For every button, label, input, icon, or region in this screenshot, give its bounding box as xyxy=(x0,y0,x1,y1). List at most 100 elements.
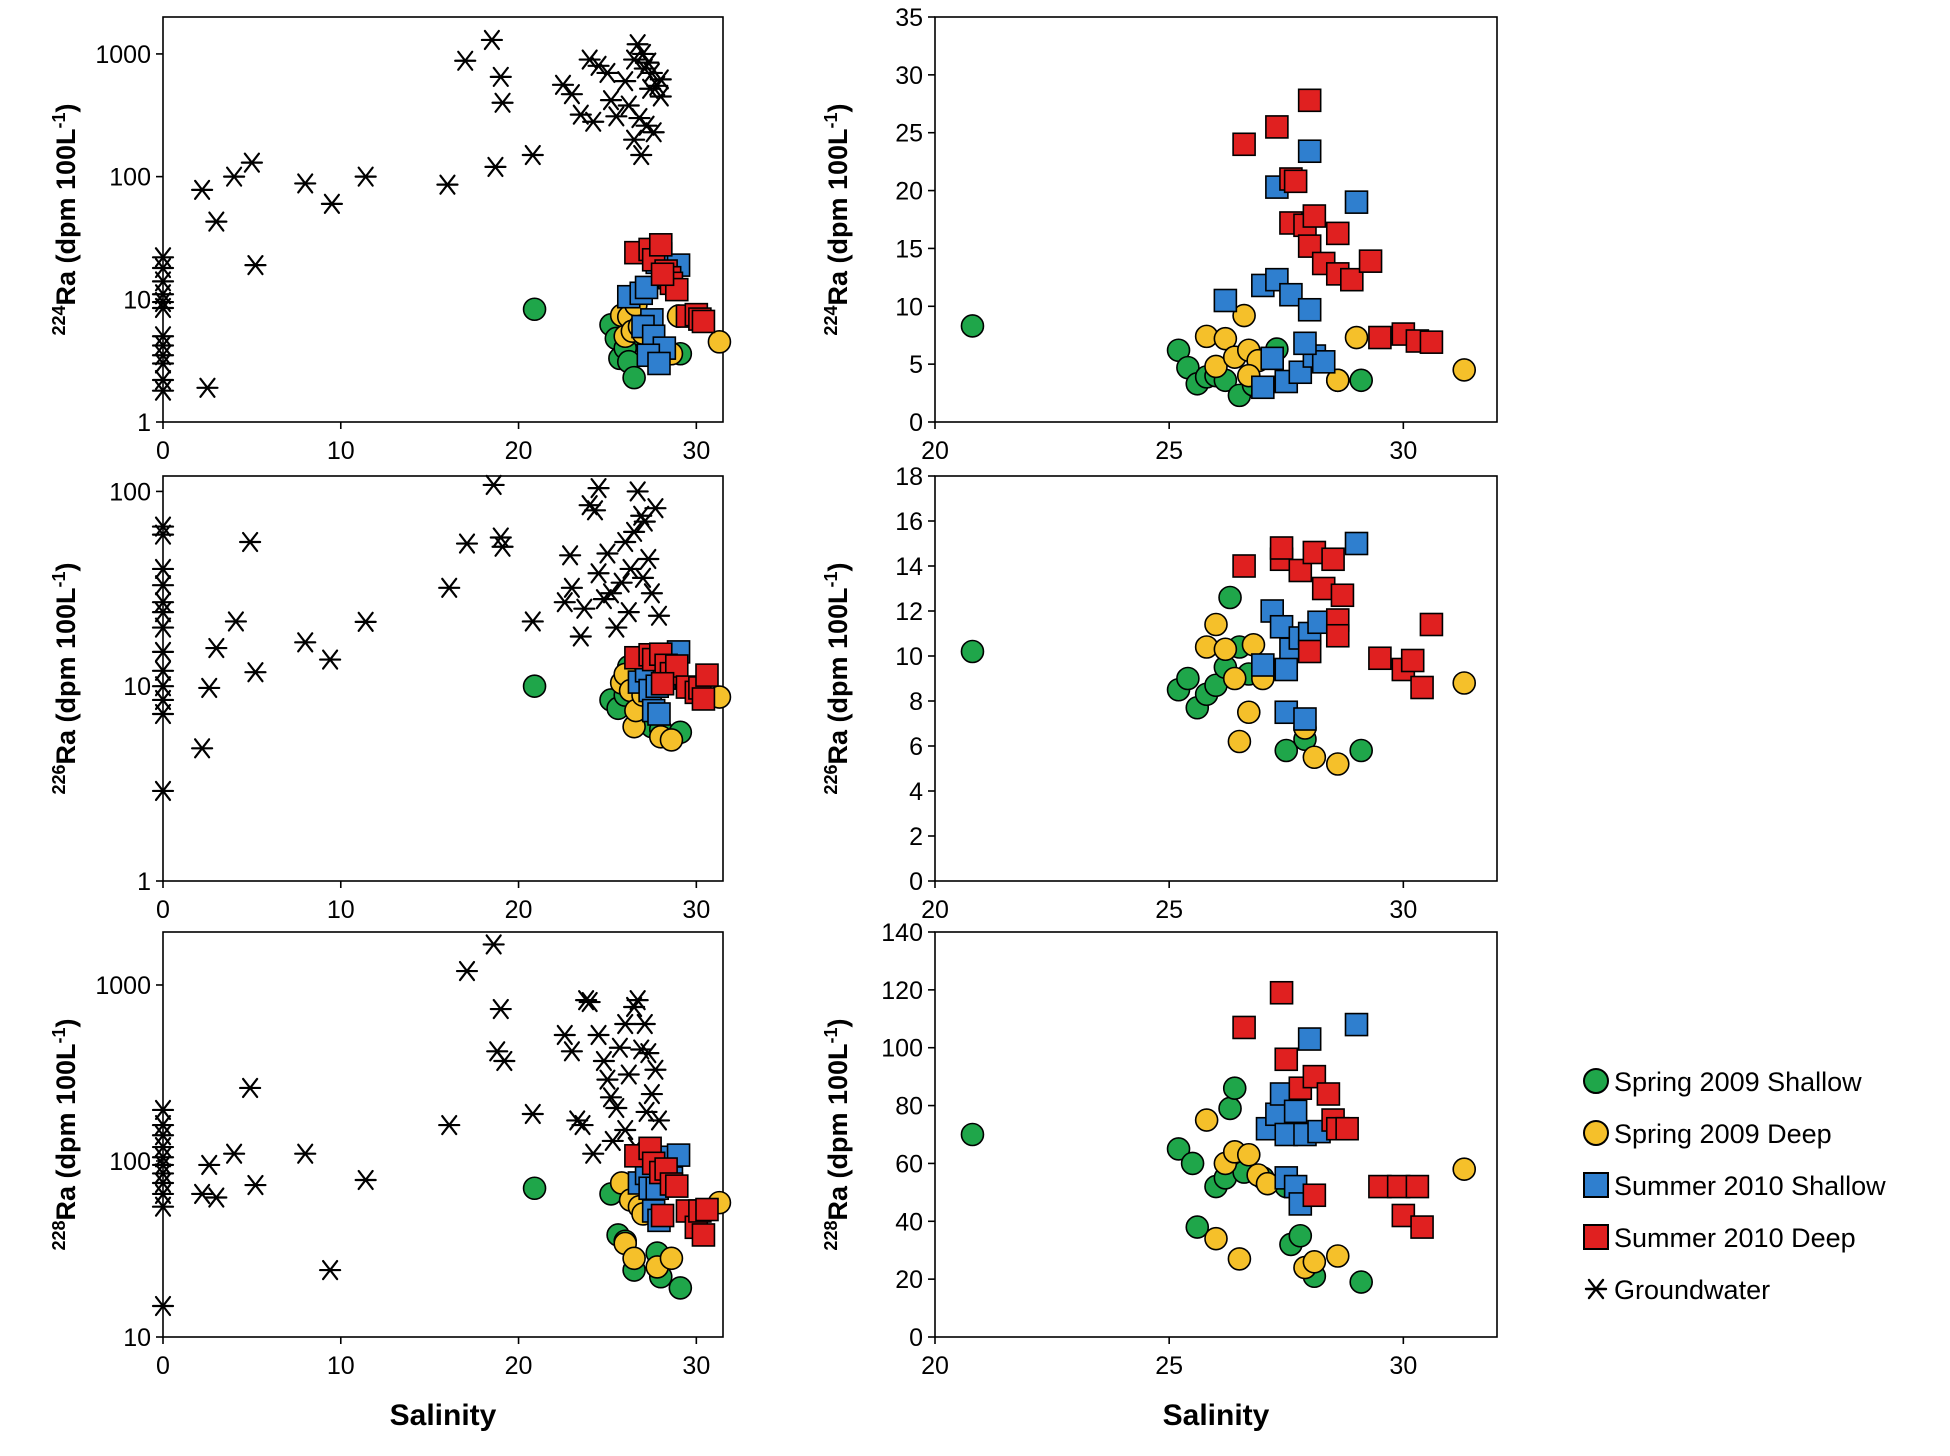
groundwater-stroke xyxy=(458,533,476,554)
x-tick-label: 30 xyxy=(1389,896,1417,924)
groundwater-point xyxy=(640,583,663,604)
summer-deep-point xyxy=(1368,325,1392,350)
groundwater-stroke xyxy=(643,1083,660,1105)
groundwater-point xyxy=(151,1125,175,1146)
y-tick-label: 20 xyxy=(895,178,923,206)
x-tick-label: 10 xyxy=(327,437,355,465)
groundwater-stroke xyxy=(441,1114,458,1136)
groundwater-stroke xyxy=(620,1064,637,1085)
groundwater-point xyxy=(619,558,642,580)
summer-deep-point xyxy=(1340,267,1364,292)
groundwater-stroke xyxy=(599,1069,616,1090)
y-label-isotope: 226 xyxy=(821,765,841,795)
summer-shallow-point xyxy=(647,702,671,726)
spring-shallow-point xyxy=(522,1176,547,1201)
y-label-element: Ra xyxy=(51,270,81,305)
groundwater-stroke xyxy=(563,577,580,598)
panel-ra226-lin: 0 2 4 6 8 10 12 14 16 18 20 25 30 226Ra (dpm 100L-1) xyxy=(821,463,1498,924)
plot-frame xyxy=(934,931,1498,1338)
spring-deep-point xyxy=(707,330,732,354)
groundwater-point xyxy=(610,572,633,593)
groundwater-point xyxy=(626,990,649,1011)
spring-shallow-point xyxy=(1180,1151,1205,1176)
spring-deep-point xyxy=(1325,752,1350,776)
groundwater-stroke xyxy=(636,1013,653,1035)
summer-shallow-point xyxy=(1260,346,1284,371)
groundwater-point xyxy=(319,649,342,670)
y-tick-label: 0 xyxy=(909,409,923,437)
groundwater-stroke xyxy=(590,1024,607,1046)
groundwater-stroke xyxy=(572,104,589,125)
spring-deep-point xyxy=(1325,1244,1350,1268)
groundwater-point xyxy=(151,516,175,537)
groundwater-point xyxy=(489,998,512,1020)
summer-deep-point xyxy=(1325,623,1350,648)
groundwater-point xyxy=(244,1174,267,1196)
spring-shallow-point xyxy=(1274,738,1299,763)
spring-shallow-point xyxy=(1349,368,1373,393)
groundwater-stroke xyxy=(572,626,589,647)
spring-deep-point xyxy=(1236,700,1261,725)
spring-deep-point xyxy=(1452,671,1477,695)
groundwater-point xyxy=(571,1114,594,1136)
groundwater-stroke xyxy=(297,173,314,194)
legend-item-spring-shallow: Spring 2009 Shallow xyxy=(1583,1067,1862,1097)
summer-shallow-point xyxy=(1293,331,1317,356)
groundwater-point xyxy=(587,478,610,499)
groundwater-stroke xyxy=(563,84,580,105)
y-label-exponent: -1 xyxy=(49,1027,69,1043)
groundwater-point xyxy=(489,66,512,87)
groundwater-stroke xyxy=(322,1259,339,1281)
y-label-exponent: -1 xyxy=(821,571,841,587)
groundwater-point xyxy=(521,144,544,166)
groundwater-point xyxy=(151,676,175,697)
groundwater-stroke xyxy=(602,90,620,111)
groundwater-point xyxy=(617,1064,640,1085)
groundwater-stroke xyxy=(154,326,172,347)
groundwater-point xyxy=(438,1114,461,1136)
plot-frame xyxy=(934,475,1498,882)
y-label-unit: (dpm 100L xyxy=(823,1043,853,1186)
groundwater-point xyxy=(438,577,461,598)
y-tick-label: 140 xyxy=(881,919,923,947)
y-label-close: ) xyxy=(823,1018,853,1027)
groundwater-point xyxy=(649,69,672,90)
y-tick-label: 100 xyxy=(109,478,151,506)
groundwater-point xyxy=(599,90,623,111)
groundwater-point xyxy=(239,1077,262,1099)
y-tick-label: 18 xyxy=(895,463,923,491)
spring-shallow-point xyxy=(668,1276,693,1300)
summer-deep-point xyxy=(1368,646,1392,671)
legend-item-summer-deep: Summer 2010 Deep xyxy=(1583,1223,1856,1253)
summer-deep-point xyxy=(691,687,716,711)
groundwater-point xyxy=(633,58,656,79)
groundwater-stroke xyxy=(640,1043,657,1064)
spring-shallow-point xyxy=(622,365,646,390)
groundwater-point xyxy=(198,1154,221,1176)
groundwater-stroke xyxy=(650,1110,668,1131)
groundwater-stroke xyxy=(201,677,218,699)
summer-deep-point xyxy=(1410,675,1434,700)
groundwater-stroke xyxy=(585,1143,602,1164)
groundwater-stroke xyxy=(247,255,264,276)
spring-shallow-point xyxy=(1218,1096,1242,1121)
groundwater-stroke xyxy=(556,592,573,613)
groundwater-point xyxy=(587,563,610,584)
groundwater-stroke xyxy=(574,1114,591,1136)
groundwater-point xyxy=(151,1295,175,1317)
groundwater-stroke xyxy=(492,527,509,548)
groundwater-point xyxy=(582,1143,605,1164)
y-tick-label: 0 xyxy=(909,868,923,896)
groundwater-stroke xyxy=(626,49,643,70)
y-tick-label: 10 xyxy=(123,673,151,701)
groundwater-point xyxy=(578,991,601,1013)
groundwater-point xyxy=(575,990,598,1011)
summer-shallow-point xyxy=(1251,375,1275,400)
groundwater-stroke xyxy=(556,1024,573,1046)
groundwater-point xyxy=(224,611,247,632)
y-label-unit: (dpm 100L xyxy=(51,587,81,730)
groundwater-stroke xyxy=(554,74,572,95)
groundwater-stroke xyxy=(154,575,172,596)
legend-label-groundwater: Groundwater xyxy=(1614,1275,1770,1305)
summer-deep-point xyxy=(691,309,716,334)
